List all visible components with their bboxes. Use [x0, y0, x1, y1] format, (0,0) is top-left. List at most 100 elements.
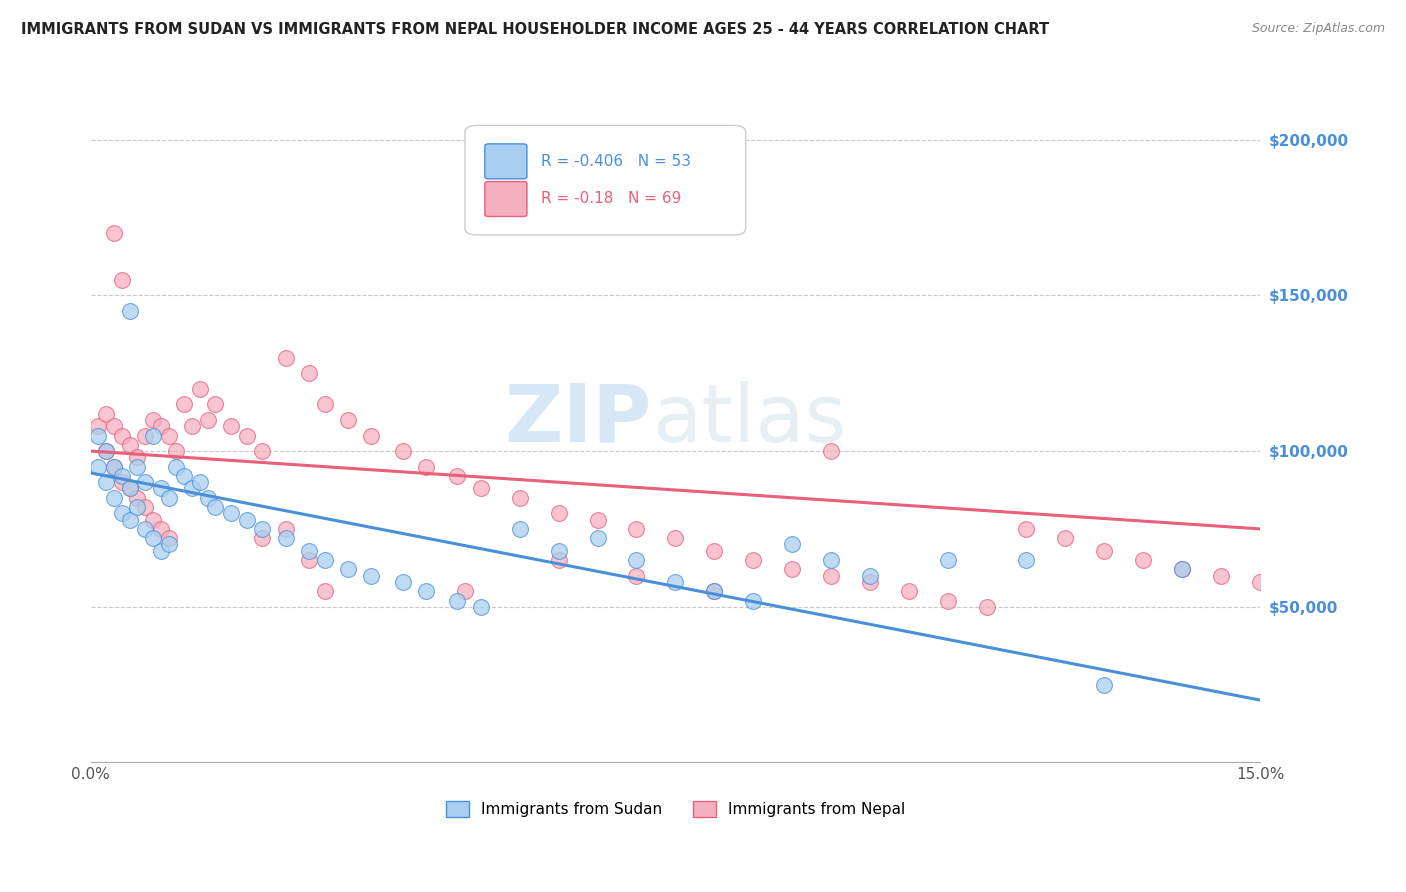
Point	[1249, 574, 1271, 589]
Point	[298, 543, 321, 558]
Point	[111, 273, 134, 287]
Point	[1054, 531, 1077, 545]
Point	[197, 413, 219, 427]
Point	[314, 397, 336, 411]
Point	[96, 407, 118, 421]
Point	[127, 459, 149, 474]
Point	[118, 304, 141, 318]
Text: R = -0.18   N = 69: R = -0.18 N = 69	[541, 191, 682, 206]
Point	[134, 428, 156, 442]
Point	[454, 584, 477, 599]
Point	[1092, 543, 1115, 558]
Point	[157, 491, 180, 505]
Point	[298, 553, 321, 567]
Point	[111, 469, 134, 483]
Point	[626, 522, 648, 536]
Legend: Immigrants from Sudan, Immigrants from Nepal: Immigrants from Sudan, Immigrants from N…	[440, 795, 911, 823]
Point	[103, 459, 125, 474]
Point	[157, 531, 180, 545]
Point	[96, 444, 118, 458]
Point	[87, 459, 110, 474]
Point	[142, 531, 165, 545]
Point	[127, 450, 149, 465]
Point	[470, 482, 492, 496]
Point	[446, 593, 468, 607]
Point	[118, 482, 141, 496]
Point	[127, 500, 149, 515]
Point	[118, 512, 141, 526]
Point	[134, 475, 156, 490]
Point	[103, 459, 125, 474]
Point	[111, 506, 134, 520]
Point	[586, 512, 609, 526]
Point	[274, 531, 297, 545]
Point	[391, 444, 413, 458]
Text: atlas: atlas	[652, 381, 846, 459]
Point	[976, 599, 998, 614]
Point	[127, 491, 149, 505]
Point	[197, 491, 219, 505]
FancyBboxPatch shape	[485, 182, 527, 217]
Point	[703, 543, 725, 558]
Point	[134, 522, 156, 536]
Point	[181, 482, 204, 496]
Point	[142, 413, 165, 427]
Point	[188, 475, 211, 490]
Point	[149, 482, 172, 496]
Point	[547, 506, 569, 520]
Point	[274, 522, 297, 536]
Point	[336, 413, 359, 427]
Point	[188, 382, 211, 396]
Point	[204, 500, 226, 515]
Point	[446, 469, 468, 483]
Point	[103, 419, 125, 434]
Point	[664, 531, 686, 545]
Point	[1171, 562, 1194, 576]
Point	[938, 553, 960, 567]
Text: R = -0.406   N = 53: R = -0.406 N = 53	[541, 153, 690, 169]
FancyBboxPatch shape	[465, 126, 745, 235]
Point	[509, 522, 531, 536]
Point	[703, 584, 725, 599]
Point	[96, 444, 118, 458]
Point	[149, 419, 172, 434]
Point	[181, 419, 204, 434]
Point	[173, 397, 195, 411]
Point	[314, 584, 336, 599]
Point	[142, 428, 165, 442]
Point	[111, 475, 134, 490]
Point	[938, 593, 960, 607]
Point	[87, 428, 110, 442]
Point	[470, 599, 492, 614]
Point	[509, 491, 531, 505]
Point	[360, 568, 382, 582]
Point	[103, 226, 125, 240]
Point	[204, 397, 226, 411]
Point	[859, 568, 882, 582]
Text: ZIP: ZIP	[505, 381, 652, 459]
Point	[820, 444, 842, 458]
Point	[157, 537, 180, 551]
Point	[742, 593, 765, 607]
Text: IMMIGRANTS FROM SUDAN VS IMMIGRANTS FROM NEPAL HOUSEHOLDER INCOME AGES 25 - 44 Y: IMMIGRANTS FROM SUDAN VS IMMIGRANTS FROM…	[21, 22, 1049, 37]
Point	[149, 522, 172, 536]
Point	[859, 574, 882, 589]
Point	[165, 459, 187, 474]
Point	[118, 438, 141, 452]
Point	[1132, 553, 1154, 567]
Point	[250, 531, 273, 545]
Point	[1211, 568, 1233, 582]
Point	[157, 428, 180, 442]
Point	[314, 553, 336, 567]
FancyBboxPatch shape	[485, 144, 527, 178]
Point	[664, 574, 686, 589]
Point	[898, 584, 921, 599]
Point	[219, 419, 242, 434]
Point	[415, 459, 437, 474]
Point	[820, 553, 842, 567]
Point	[336, 562, 359, 576]
Point	[173, 469, 195, 483]
Point	[250, 522, 273, 536]
Point	[142, 512, 165, 526]
Point	[360, 428, 382, 442]
